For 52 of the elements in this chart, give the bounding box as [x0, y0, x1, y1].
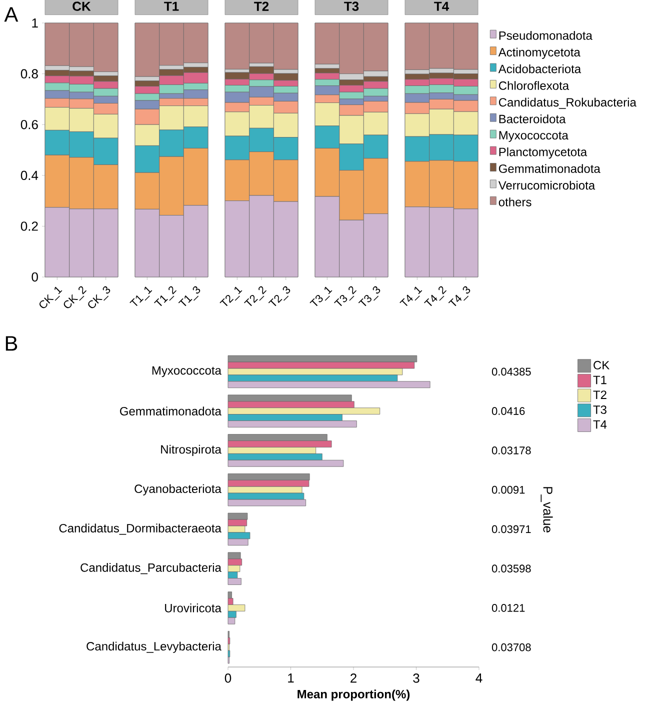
x-tick-label: 3 — [413, 674, 420, 683]
y2-axis-title: P_value — [540, 487, 553, 532]
legend-label: others — [498, 198, 532, 206]
y-tick-label: Uroviricota — [165, 604, 222, 612]
text: 0.03971 — [492, 525, 531, 534]
text: 0.0091 — [492, 486, 525, 494]
text: B — [6, 336, 18, 351]
y-tick-label: 0.4 — [20, 170, 38, 180]
legend-label: T3 — [593, 405, 606, 414]
legend-label: Bacteroidota — [499, 114, 566, 124]
chart-title: T3 — [344, 2, 359, 11]
text: 0.03598 — [492, 564, 531, 572]
y-tick-label: 1 — [32, 18, 38, 28]
legend-label: Pseudomonadota — [499, 31, 592, 40]
text: 0.0121 — [492, 604, 525, 612]
y-tick-label: Nitrospirota — [161, 444, 222, 456]
legend-label: Chloroflexota — [498, 81, 570, 90]
y-tick-label: 0.6 — [20, 120, 38, 130]
y-tick-label: 0.8 — [20, 69, 38, 78]
legend-label: T4 — [593, 420, 607, 429]
legend-label: Gemmatimonadota — [498, 164, 600, 173]
text: 0.0416 — [492, 407, 525, 415]
text: 0.03178 — [492, 446, 531, 454]
legend-label: Planctomycetota — [499, 147, 588, 159]
y-tick-label: 0.2 — [20, 222, 38, 231]
text: A — [4, 7, 18, 22]
x-tick-label: 0 — [224, 674, 232, 683]
x-tick-label: 4 — [476, 674, 482, 682]
chart-title: T1 — [164, 2, 179, 11]
chart-title: T4 — [434, 2, 450, 11]
x-tick-label: 2 — [350, 674, 356, 683]
y-tick-label: Candidatus_Dormibacteraeota — [59, 524, 222, 535]
y-tick-label: Myxococcota — [152, 366, 222, 378]
legend-label: Myxococcota — [499, 131, 568, 142]
legend-label: Candidatus_Rokubacteria — [498, 98, 636, 109]
text: 0.04385 — [492, 368, 531, 376]
legend-label: Verrucomicrobiota — [498, 180, 596, 190]
y-tick-label: Gemmatimonadota — [120, 406, 222, 416]
y-tick-label: Candidatus_Levybacteria — [86, 642, 222, 653]
legend-label: T2 — [593, 390, 606, 399]
legend-label: T1 — [593, 376, 606, 384]
text: 0.03708 — [492, 643, 531, 652]
legend-label: Acidobacteriota — [498, 64, 582, 74]
x-axis-title: Mean proportion(%) — [298, 690, 410, 701]
chart-title: T2 — [254, 2, 269, 11]
y-tick-label: Cyanobacteriota — [134, 484, 222, 496]
legend-label: Actinomycetota — [498, 48, 580, 59]
legend-label: CK — [594, 360, 610, 370]
y-tick-label: Candidatus_Parcubacteria — [80, 563, 222, 574]
x-tick-label: 1 — [288, 674, 294, 682]
y-tick-label: 0 — [32, 272, 38, 282]
chart-title: CK — [72, 2, 91, 11]
